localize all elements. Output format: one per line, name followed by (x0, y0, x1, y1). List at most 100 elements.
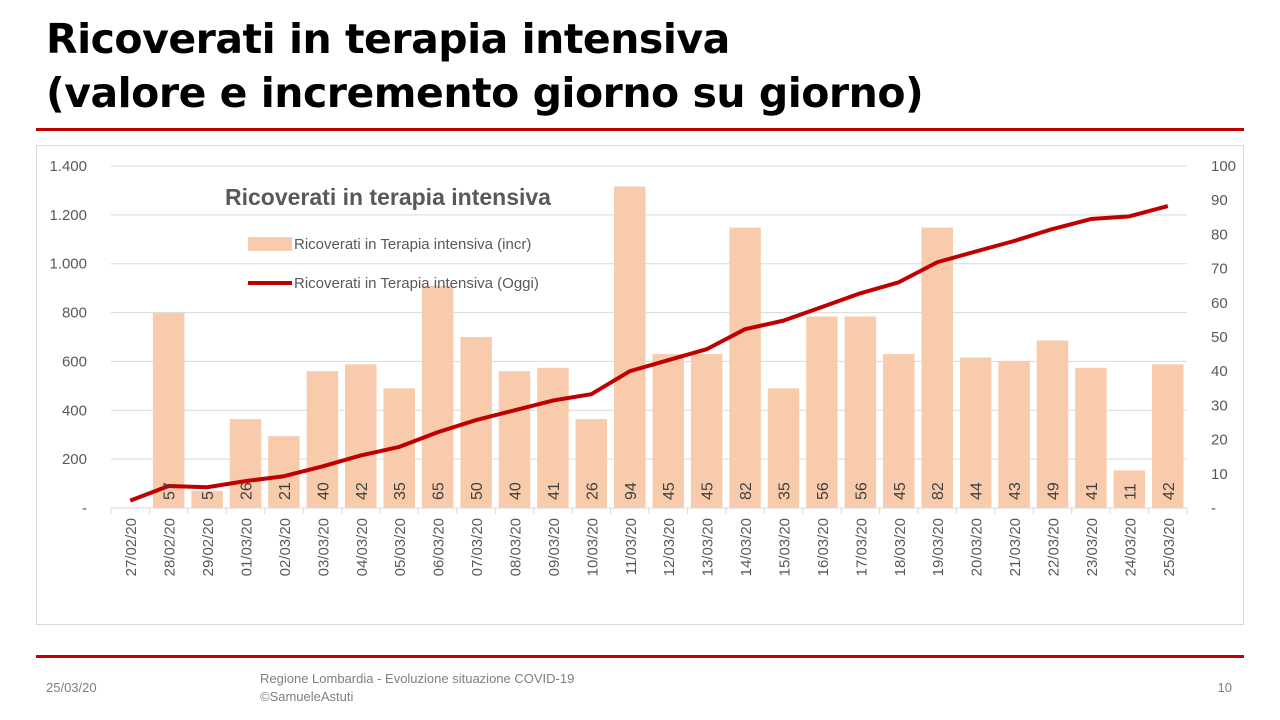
bar (229, 419, 262, 508)
footer-source-line1: Regione Lombardia - Evoluzione situazion… (260, 671, 575, 686)
bar-data-label: 26 (584, 482, 601, 500)
footer-source-line2: ©SamueleAstuti (260, 689, 354, 704)
bar-data-label: 41 (1084, 482, 1101, 500)
bars (152, 186, 1184, 508)
x-tick-label: 01/03/20 (239, 518, 256, 576)
y-left-tick-label: 800 (62, 305, 87, 322)
legend-bar-swatch (248, 237, 292, 251)
bar (844, 316, 877, 508)
chart-title: Ricoverati in terapia intensiva (225, 184, 551, 210)
legend-bar-label: Ricoverati in Terapia intensiva (incr) (294, 236, 531, 253)
legend-line-label: Ricoverati in Terapia intensiva (Oggi) (294, 275, 539, 292)
bar (1152, 364, 1184, 508)
bar-data-label: 26 (239, 482, 256, 500)
chart-frame: -200 400 600 800 1.000 1.200 1.400-10 20 30 40 50 6… (36, 145, 1244, 625)
x-tick-label: 03/03/20 (315, 518, 332, 576)
x-tick-label: 14/03/20 (738, 518, 755, 576)
x-tick-label: 10/03/20 (584, 518, 601, 576)
bar-data-label: 42 (354, 482, 371, 500)
y-right-tick-label: - (1211, 500, 1216, 517)
x-tick-label: 28/02/20 (162, 518, 179, 576)
x-tick-label: 04/03/20 (354, 518, 371, 576)
page-number: 10 (1217, 680, 1232, 695)
bar-data-label: 65 (431, 482, 448, 500)
bar-data-label: 82 (738, 482, 755, 500)
bar-data-label: 40 (315, 482, 332, 500)
bar-data-label: 45 (700, 482, 717, 500)
bar-data-label: 41 (546, 482, 563, 500)
slide-title-line2: (valore e incremento giorno su giorno) (46, 69, 924, 117)
x-tick-label: 08/03/20 (508, 518, 525, 576)
x-tick-label: 19/03/20 (930, 518, 947, 576)
bar-data-label: 35 (777, 482, 794, 500)
x-tick-label: 07/03/20 (469, 518, 486, 576)
bar-data-label: 94 (623, 482, 640, 500)
bar (614, 186, 646, 508)
bar-data-label: 11 (1122, 483, 1139, 500)
x-tick-label: 09/03/20 (546, 518, 563, 576)
y-right-tick-label: 40 (1211, 363, 1228, 380)
x-tick-label: 17/03/20 (853, 518, 870, 576)
y-left-tick-label: 1.000 (49, 256, 87, 273)
x-tick-label: 23/03/20 (1084, 518, 1101, 576)
bar-data-label: 43 (1007, 482, 1024, 500)
slide-title-line1: Ricoverati in terapia intensiva (46, 15, 730, 63)
x-tick-label: 25/03/20 (1161, 518, 1178, 576)
bar (1036, 340, 1069, 508)
bar (498, 371, 531, 508)
bar-data-label: 57 (162, 482, 179, 500)
x-tick-label: 29/02/20 (200, 518, 217, 576)
footer-date: 25/03/20 (46, 680, 97, 695)
y-right-tick-label: 50 (1211, 329, 1228, 346)
bar-data-label: 40 (508, 482, 525, 500)
bar (152, 313, 185, 508)
bar-data-labels: 57 5 26 21 40 42 35 65 50 40 41 26 94 45 45 82 35 56 56 45 8… (162, 482, 1178, 500)
bar-data-label: 56 (815, 482, 832, 500)
x-tick-label: 02/03/20 (277, 518, 294, 576)
bar-data-label: 82 (930, 482, 947, 500)
title-divider (36, 128, 1244, 131)
y-right-tick-label: 60 (1211, 295, 1228, 312)
bar-data-label: 45 (892, 482, 909, 500)
bar-data-label: 42 (1161, 482, 1178, 500)
y-right-tick-label: 30 (1211, 397, 1228, 414)
legend: Ricoverati in Terapia intensiva (incr) R… (248, 236, 539, 292)
x-tick-label: 05/03/20 (392, 518, 409, 576)
y-right-tick-label: 100 (1211, 158, 1236, 175)
y-right-tick-label: 10 (1211, 466, 1228, 483)
bar (421, 285, 454, 508)
x-tick-label: 06/03/20 (431, 518, 448, 576)
bar-data-label: 50 (469, 482, 486, 500)
x-tick-label: 15/03/20 (777, 518, 794, 576)
bar (191, 490, 223, 508)
y-left-tick-label: 600 (62, 353, 87, 370)
x-tick-label: 16/03/20 (815, 518, 832, 576)
axes: -2004006008001.0001.2001.400-10203040506… (49, 158, 1236, 576)
bar (883, 354, 915, 508)
bar (690, 354, 723, 508)
y-right-tick-label: 90 (1211, 192, 1228, 209)
bar-data-label: 21 (277, 482, 294, 500)
slide-title: Ricoverati in terapia intensiva (valore … (46, 12, 924, 120)
y-left-tick-label: 1.400 (49, 158, 87, 175)
bar (921, 227, 953, 508)
line-series (129, 204, 1169, 503)
bar-data-label: 35 (392, 482, 409, 500)
bar (806, 316, 838, 508)
bar-data-label: 5 (200, 491, 217, 500)
x-tick-label: 13/03/20 (700, 518, 717, 576)
x-tick-label: 27/02/20 (123, 518, 140, 576)
bar (959, 357, 992, 508)
bar-data-label: 49 (1046, 482, 1063, 500)
bar (575, 419, 608, 508)
x-tick-label: 22/03/20 (1046, 518, 1063, 576)
bar (306, 371, 339, 508)
bar-data-label: 44 (969, 482, 986, 500)
bar (345, 364, 377, 508)
y-right-tick-label: 80 (1211, 226, 1228, 243)
y-left-tick-label: 1.200 (49, 207, 87, 224)
bar (1075, 367, 1107, 508)
y-right-tick-label: 70 (1211, 261, 1228, 278)
bar (1113, 470, 1146, 508)
series-line (129, 204, 1169, 503)
